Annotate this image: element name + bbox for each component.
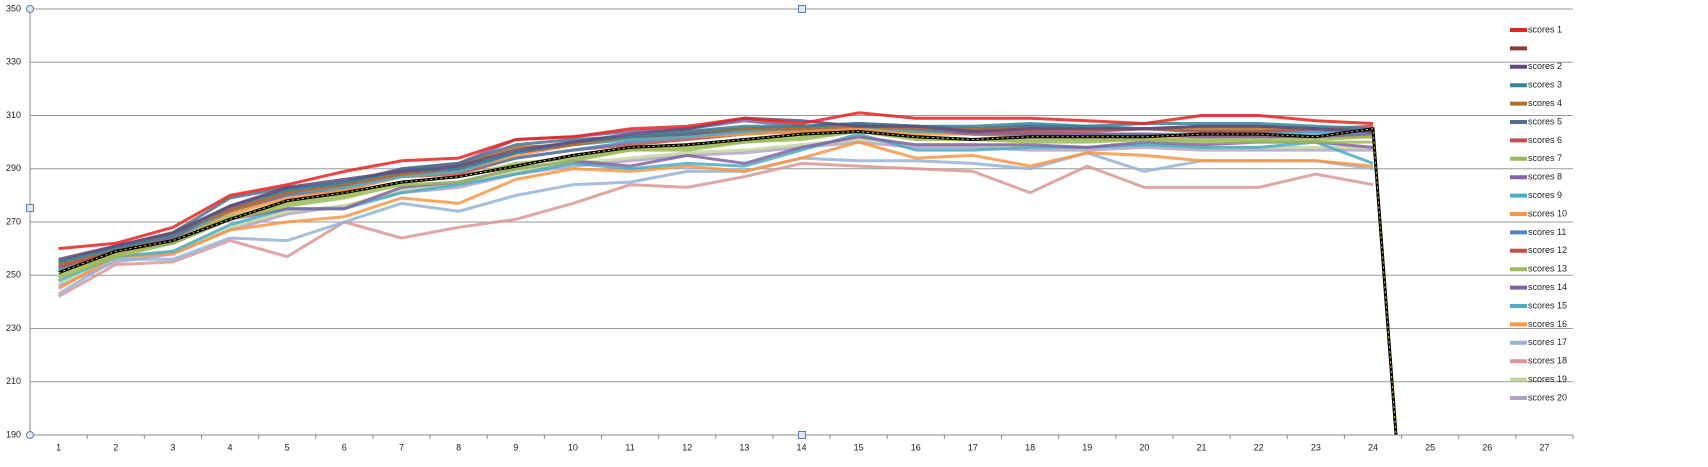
y-tick-label: 210 [6,376,21,386]
x-tick-label: 10 [568,442,578,452]
x-tick-label: 13 [739,442,749,452]
trend-line [58,127,1398,435]
legend-label: scores 6 [1528,135,1562,145]
series-line [58,140,1373,288]
legend-label: scores 2 [1528,61,1562,71]
x-tick-label: 16 [911,442,921,452]
x-tick-label: 4 [228,442,233,452]
x-tick-label: 22 [1254,442,1264,452]
handle [26,204,34,212]
legend-label: scores 5 [1528,116,1562,126]
legend-label: scores 20 [1528,392,1567,402]
legend-label: scores 1 [1528,24,1562,34]
x-tick-label: 8 [456,442,461,452]
y-tick-label: 190 [6,429,21,439]
y-tick-label: 230 [6,323,21,333]
plot-area [57,111,1398,435]
series-line [57,161,1374,298]
x-tick-label: 2 [113,442,118,452]
y-tick-label: 330 [6,57,21,67]
series-line [58,111,1374,251]
y-tick-label: 290 [6,163,21,173]
x-tick-label: 9 [513,442,518,452]
x-tick-label: 18 [1025,442,1035,452]
y-tick-label: 250 [6,270,21,280]
x-tick-label: 3 [170,442,175,452]
legend-label: scores 3 [1528,80,1562,90]
legend-label: scores 15 [1528,300,1567,310]
legend-label: scores 7 [1528,153,1562,163]
legend-label: scores 8 [1528,172,1562,182]
x-tick-label: 1 [56,442,61,452]
legend-label: scores 19 [1528,374,1567,384]
y-tick-label: 270 [6,216,21,226]
series-line [57,140,1374,290]
selection-handles [26,5,806,439]
series-line [58,130,1374,277]
x-tick-label: 17 [968,442,978,452]
x-tick-label: 27 [1539,442,1549,452]
legend-label: scores 16 [1528,319,1567,329]
legend-label: scores 9 [1528,190,1562,200]
x-tick-label: 7 [399,442,404,452]
legend: scores 1 scores 2 scores 3 scores 4 scores 5… [1510,24,1567,402]
y-tick-label: 310 [6,110,21,120]
series-line [57,151,1374,296]
x-tick-label: 11 [625,442,634,452]
x-tick-label: 5 [285,442,290,452]
handle [798,431,806,439]
x-tick-label: 24 [1368,442,1378,452]
x-tick-label: 25 [1425,442,1435,452]
x-tick-label: 14 [796,442,806,452]
handle [26,5,34,13]
legend-label: scores 11 [1528,227,1566,237]
legend-label: scores 12 [1528,245,1567,255]
legend-label: scores 14 [1528,282,1567,292]
trend-line-dots [58,128,1397,435]
series-line [58,135,1374,269]
x-tick-label: 20 [1139,442,1149,452]
y-tick-label: 350 [6,3,21,13]
x-tick-label: 6 [342,442,347,452]
legend-label: scores 10 [1528,208,1567,218]
x-tick-label: 21 [1197,442,1207,452]
handle [26,431,34,439]
legend-label: scores 13 [1528,264,1567,274]
handle [798,5,806,13]
x-tick-label: 12 [682,442,692,452]
legend-label: scores 4 [1528,98,1562,108]
x-tick-label: 26 [1482,442,1492,452]
x-tick-label: 15 [854,442,864,452]
x-tick-label: 23 [1311,442,1321,452]
legend-label: scores 17 [1528,337,1567,347]
x-tick-label: 19 [1082,442,1092,452]
legend-label: scores 18 [1528,356,1567,366]
